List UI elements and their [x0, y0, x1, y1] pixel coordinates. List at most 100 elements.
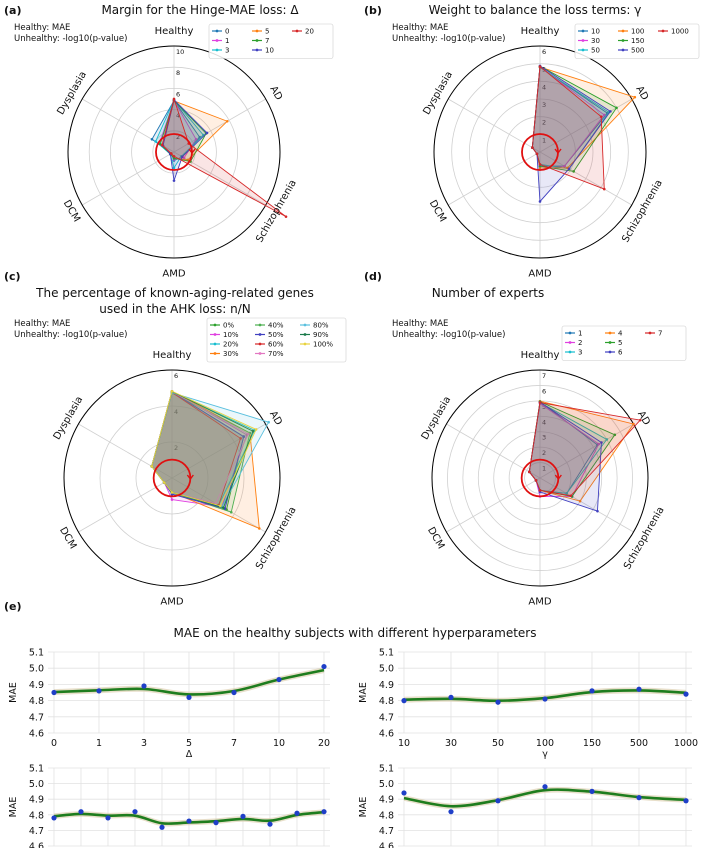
radar-point [170, 389, 174, 393]
r-tick-label: 6 [542, 48, 546, 56]
axis-label-amd: AMD [162, 268, 185, 279]
radar-point [563, 164, 566, 168]
x-tick-label: 1000 [674, 738, 698, 749]
radar-point [225, 119, 229, 123]
x-tick-label: 150 [583, 738, 601, 749]
line-subplot-1: 4.6 4.7 4.8 4.9 5.0 5.1 0 1 3 5 7 10 20 MAE Δ [8, 648, 330, 761]
radar-point [538, 200, 542, 203]
x-tick-label: 1 [96, 738, 102, 749]
radar-point [214, 501, 217, 505]
y-tick-label: 5.1 [379, 648, 394, 659]
legend-marker [213, 342, 217, 346]
chart-title: Number of experts [432, 286, 545, 300]
legend-marker [295, 29, 299, 33]
legend-marker [568, 341, 572, 344]
data-point [231, 689, 237, 696]
data-point [267, 821, 273, 827]
data-point [132, 809, 138, 815]
radar-frame [67, 45, 281, 259]
legend-marker [581, 29, 585, 33]
y-tick-label: 4.8 [29, 696, 44, 707]
data-point [51, 689, 57, 696]
y-tick-label: 4.6 [379, 729, 394, 740]
radar-point [170, 491, 174, 494]
legend-label: 40% [268, 322, 284, 330]
radar-point [565, 492, 569, 495]
legend-label: 10 [265, 47, 274, 55]
axis-label-dcm: DCM [61, 198, 82, 224]
legend-marker [215, 29, 219, 33]
legend-label: 70% [268, 350, 284, 358]
radar-point [172, 97, 176, 101]
radar-point [205, 131, 209, 135]
axis-label-amd: AMD [528, 596, 551, 607]
x-axis-label: γ [542, 749, 548, 760]
data-point [683, 691, 689, 697]
reference-arrow [554, 148, 562, 155]
metric-label-healthy: Healthy: MAE [14, 23, 70, 33]
radar-point [247, 432, 250, 436]
data-point [589, 788, 595, 795]
legend-marker [303, 342, 307, 346]
r-tick-label: 2 [174, 444, 178, 452]
data-point [321, 663, 327, 670]
radar-point [172, 179, 176, 182]
x-tick-label: 10 [398, 738, 410, 749]
legend-marker [608, 331, 612, 335]
metric-label-healthy: Healthy: MAE [392, 23, 448, 33]
legend-label: 1 [225, 37, 229, 45]
data-point [294, 810, 300, 816]
legend-label: 60% [268, 341, 284, 349]
legend-marker [608, 341, 612, 344]
legend-label: 10 [591, 28, 600, 36]
legend-marker [581, 39, 585, 42]
radar-point [150, 137, 154, 141]
data-point [448, 809, 454, 815]
chart-title: Margin for the Hinge-MAE loss: Δ [101, 3, 299, 17]
grid-spoke [446, 423, 541, 479]
metric-label-healthy: Healthy: MAE [392, 319, 448, 329]
data-point [448, 694, 454, 700]
legend-marker [255, 29, 259, 33]
axis-label-schizophrenia: Schizophrenia [254, 505, 299, 571]
y-axis-label: MAE [8, 797, 19, 818]
radar-point [534, 479, 538, 482]
r-tick-label: 4 [542, 83, 546, 91]
metric-label-unhealthy: Unhealthy: -log10(p-value) [392, 34, 505, 44]
line-charts-e: (e) MAE on the healthy subjects with diff… [4, 600, 698, 848]
axis-label-dysplasia: Dysplasia [420, 395, 454, 442]
y-tick-label: 4.7 [29, 826, 44, 837]
r-tick-label: 6 [176, 90, 180, 98]
radar-point [578, 499, 582, 503]
legend-marker [258, 352, 262, 355]
axis-label-ad: AD [633, 84, 650, 102]
confidence-band [54, 809, 324, 827]
r-tick-label: 3 [542, 101, 546, 109]
radar-point [222, 506, 225, 510]
axis-label-dcm: DCM [427, 198, 448, 224]
radar-point [162, 481, 166, 484]
axis-label-ad: AD [267, 409, 284, 427]
axis-label-amd: AMD [160, 596, 183, 607]
legend-label: 0 [225, 28, 229, 36]
grid-spoke [448, 98, 541, 153]
radar-point [615, 106, 618, 110]
radar-frame [433, 45, 647, 259]
legend-box [208, 23, 334, 59]
chart-title: The percentage of known-aging-related ge… [35, 286, 314, 300]
panel-label: (e) [4, 600, 22, 613]
legend-label: 500 [631, 47, 644, 55]
r-tick-label: 1 [542, 136, 546, 144]
legend-box [561, 325, 687, 361]
data-point [141, 683, 147, 689]
radar-point [154, 140, 157, 143]
radar-point [599, 115, 603, 118]
axis-label-schizophrenia: Schizophrenia [620, 178, 665, 244]
legend-label: 1000 [671, 28, 689, 36]
radar-point [605, 438, 609, 441]
panel-label: (c) [4, 270, 21, 283]
radar-point [170, 498, 174, 501]
r-tick-label: 4 [542, 418, 546, 426]
panel-label: (b) [364, 4, 382, 17]
axis-label-ad: AD [267, 84, 284, 102]
